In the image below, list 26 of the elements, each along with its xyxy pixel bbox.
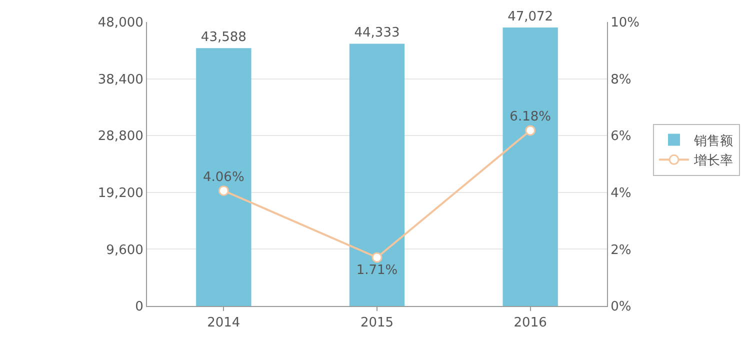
point <box>218 185 229 196</box>
y-tick-label: 48,000 <box>98 16 144 31</box>
data-label: 1.71% <box>356 262 398 278</box>
y2-tick-label: 4% <box>610 186 632 201</box>
x-tick-label: 2014 <box>207 316 240 331</box>
y2-tick-label: 6% <box>610 129 632 144</box>
y2-tick-label: 2% <box>610 242 632 258</box>
y2-tick-label: 8% <box>610 72 632 88</box>
data-label: 4.06% <box>203 170 244 185</box>
y2-tick-label: 10% <box>610 16 640 31</box>
data-label: 6.18% <box>510 110 551 125</box>
y-tick-label: 19,200 <box>98 186 144 201</box>
point <box>372 252 382 263</box>
x-tick-label: 2015 <box>360 316 394 331</box>
y2-tick-label: 0% <box>610 300 632 315</box>
data-label: 44,333 <box>354 26 400 41</box>
y-tick-label: 0 <box>135 300 144 315</box>
x-tick-label: 2016 <box>514 316 547 331</box>
y-tick-label: 9,600 <box>106 242 144 258</box>
y-tick-label: 28,800 <box>98 129 144 144</box>
y-tick-label: 38,400 <box>98 72 144 88</box>
point <box>525 125 536 136</box>
legend-label: 增长率 <box>693 152 733 169</box>
legend-label: 销售额 <box>693 134 733 149</box>
data-label: 47,072 <box>508 9 554 24</box>
data-label: 43,588 <box>200 30 246 46</box>
